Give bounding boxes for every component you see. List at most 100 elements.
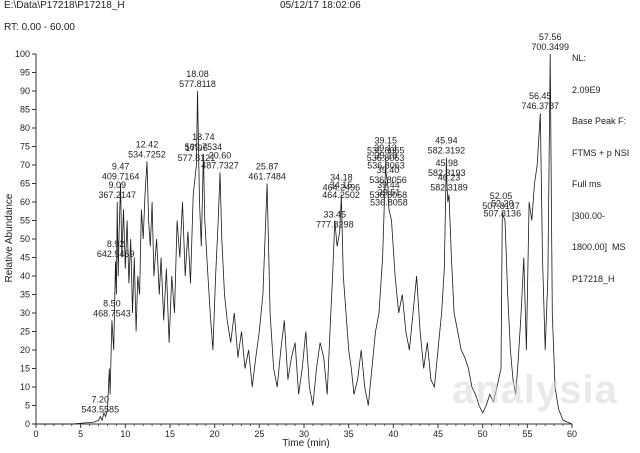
peak-label-rt: 39.13: [374, 143, 397, 153]
x-tick-label: 40: [388, 429, 398, 439]
peak-label-rt: 8.92: [107, 239, 125, 249]
peak-label-rt: 39.15: [374, 136, 397, 146]
peak-label-mz: 536.8056: [369, 175, 407, 185]
y-tick-label: 30: [20, 308, 30, 318]
peak-label-rt: 25.87: [256, 162, 279, 172]
peak-label-rt: 45.98: [435, 158, 458, 168]
peak-label-mz: 700.3499: [531, 42, 569, 52]
y-axis-title: Relative Abundance: [4, 193, 15, 282]
y-tick-label: 100: [15, 49, 30, 59]
x-axis-title: Time (min): [282, 438, 329, 449]
peak-label-rt: 34.15: [330, 180, 353, 190]
peak-label-rt: 45.94: [435, 136, 458, 146]
peak-label-mz: 461.7484: [248, 172, 286, 182]
peak-label-rt: 17.96: [185, 143, 208, 153]
y-tick-label: 20: [20, 345, 30, 355]
y-tick-label: 75: [20, 142, 30, 152]
peak-label-rt: 39.18: [375, 150, 398, 160]
y-tick-label: 25: [20, 327, 30, 337]
peak-label-mz: 569.7534: [185, 142, 223, 152]
y-tick-label: 40: [20, 271, 30, 281]
x-tick-label: 45: [433, 429, 443, 439]
y-tick-label: 60: [20, 197, 30, 207]
y-tick-label: 45: [20, 253, 30, 263]
peak-label-mz: 536.8058: [370, 197, 408, 207]
y-tick-label: 55: [20, 216, 30, 226]
peak-label-mz: 536.8065: [367, 146, 405, 156]
info-line: FTMS + p NSI: [572, 147, 630, 158]
peak-label-mz: 536.8063: [367, 160, 405, 170]
acquisition-datetime: 05/12/17 18:02:06: [280, 0, 361, 11]
scan-info-block: NL: 2.09E9 Base Peak F: FTMS + p NSI Ful…: [572, 32, 629, 295]
y-tick-label: 10: [20, 382, 30, 392]
y-tick-label: 50: [20, 234, 30, 244]
y-tick-label: 0: [25, 419, 30, 429]
peak-label-mz: 582.3189: [430, 183, 468, 193]
info-line: NL:: [572, 53, 587, 63]
info-line: 1800.00] MS: [572, 242, 626, 252]
x-tick-label: 50: [478, 429, 488, 439]
peak-label-rt: 8.50: [103, 298, 121, 308]
y-tick-label: 95: [20, 68, 30, 78]
y-tick-label: 65: [20, 179, 30, 189]
peak-label-mz: 464.2496: [323, 183, 361, 193]
peak-label-mz: 543.5585: [82, 405, 120, 415]
peak-label-rt: 20.60: [209, 150, 232, 160]
peak-label-rt: 9.47: [112, 162, 130, 172]
peak-label-rt: 46.23: [438, 173, 461, 183]
y-tick-label: 80: [20, 123, 30, 133]
peak-label-rt: 9.09: [108, 180, 126, 190]
peak-label-mz: 536.8058: [370, 190, 408, 200]
peak-label-mz: 507.8137: [482, 201, 520, 211]
x-tick-label: 25: [254, 429, 264, 439]
rt-range-label: RT: 0.00 - 60.00: [4, 22, 75, 33]
y-tick-label: 90: [20, 86, 30, 96]
y-tick-label: 5: [25, 401, 30, 411]
peak-label-mz: 507.8136: [484, 209, 522, 219]
peak-label-rt: 18.74: [192, 132, 215, 142]
peak-label-mz: 367.2147: [98, 190, 136, 200]
x-tick-label: 0: [33, 429, 38, 439]
x-tick-label: 5: [78, 429, 83, 439]
peak-label-rt: 39.44: [377, 180, 400, 190]
peak-label-mz: 577.8121: [178, 153, 216, 163]
peak-label-mz: 642.9469: [97, 249, 135, 259]
peak-label-rt: 33.45: [324, 210, 347, 220]
peak-label-mz: 534.7252: [128, 149, 166, 159]
info-line: Base Peak F:: [572, 116, 627, 126]
peak-label-mz: 487.7327: [201, 160, 239, 170]
peak-label-mz: 582.3192: [428, 146, 466, 156]
peak-label-rt: 57.56: [539, 32, 562, 42]
x-tick-label: 55: [522, 429, 532, 439]
info-line: Full ms: [572, 179, 601, 189]
y-tick-label: 35: [20, 290, 30, 300]
peak-label-rt: 39.40: [377, 165, 400, 175]
peak-label-rt: 56.45: [529, 91, 552, 101]
chromatogram-trace: [36, 53, 573, 425]
y-tick-label: 70: [20, 160, 30, 170]
peak-label-mz: 464.2502: [322, 190, 360, 200]
peak-label-mz: 536.8063: [367, 153, 405, 163]
peak-label-mz: 409.7164: [102, 172, 140, 182]
peak-label-rt: 34.18: [330, 173, 353, 183]
info-line: 2.09E9: [572, 84, 601, 95]
y-tick-label: 15: [20, 364, 30, 374]
peak-label-rt: 52.05: [490, 191, 513, 201]
peak-label-mz: 746.3787: [522, 101, 560, 111]
peak-label-mz: 577.8118: [179, 79, 216, 89]
peak-label-rt: 7.20: [92, 395, 110, 405]
watermark-logo: analysia: [452, 368, 618, 412]
info-line: P17218_H: [572, 273, 615, 284]
x-tick-label: 20: [210, 429, 220, 439]
peak-label-rt: 39.51: [378, 187, 401, 197]
x-tick-label: 30: [299, 429, 309, 439]
x-tick-label: 35: [344, 429, 354, 439]
peak-label-rt: 18.08: [186, 69, 209, 79]
info-line: [300.00-: [572, 210, 606, 221]
peak-label-mz: 582.3193: [428, 168, 466, 178]
x-tick-label: 15: [165, 429, 175, 439]
peak-label-mz: 777.8298: [316, 220, 354, 230]
x-tick-label: 10: [120, 429, 130, 439]
peak-label-rt: 52.20: [491, 199, 514, 209]
